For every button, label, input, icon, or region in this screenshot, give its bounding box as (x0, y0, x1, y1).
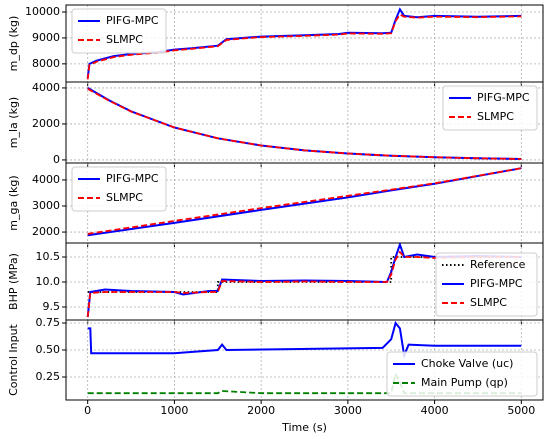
y-axis-label: m_la (kg) (7, 97, 20, 148)
legend-box (435, 252, 538, 317)
series-line (86, 250, 522, 318)
legend-label: Main Pump (qp) (421, 376, 508, 389)
series-line (86, 243, 522, 318)
y-tick-label: 9000 (32, 31, 60, 44)
y-axis-label: BHP (MPa) (7, 253, 20, 310)
legend-label: PIFG-MPC (477, 91, 530, 104)
y-tick-label: 4000 (32, 173, 60, 186)
y-axis-label: Control Input (7, 323, 20, 395)
axes-frame (65, 319, 544, 401)
series-line (86, 13, 522, 80)
y-tick-label: 4000 (32, 81, 60, 94)
y-tick-label: 8000 (32, 57, 60, 70)
legend-label: Choke Valve (uc) (421, 357, 513, 370)
series-line (87, 88, 522, 160)
y-tick-label: 0.75 (36, 316, 61, 329)
x-tick-label: 5000 (507, 404, 535, 417)
y-tick-label: 9.5 (43, 300, 61, 313)
y-axis-label: m_dp (kg) (7, 16, 20, 72)
legend-label: Reference (470, 258, 526, 271)
y-tick-label: 10.5 (36, 250, 61, 263)
x-tick-label: 0 (84, 404, 91, 417)
legend-label: SLMPC (106, 191, 143, 204)
y-tick-label: 10.0 (36, 275, 61, 288)
legend-box (386, 351, 538, 397)
series-line (87, 167, 522, 235)
legend-label: SLMPC (477, 110, 514, 123)
y-tick-label: 2000 (32, 117, 60, 130)
series-line (87, 371, 522, 395)
x-tick-label: 4000 (421, 404, 449, 417)
y-tick-label: 2000 (32, 225, 60, 238)
x-tick-label: 2000 (247, 404, 275, 417)
legend-label: PIFG-MPC (106, 14, 159, 27)
x-axis-label: Time (s) (281, 421, 327, 434)
y-tick-label: 3000 (32, 199, 60, 212)
y-axis-label: m_ga (kg) (7, 175, 20, 230)
series-line (87, 167, 522, 237)
legend-label: PIFG-MPC (470, 277, 523, 290)
y-tick-label: 0 (53, 153, 60, 166)
y-tick-label: 0.50 (36, 343, 61, 356)
legend-label: PIFG-MPC (106, 172, 159, 185)
y-tick-label: 10000 (25, 5, 60, 18)
series-line (87, 320, 522, 360)
x-tick-label: 3000 (334, 404, 362, 417)
legend-label: SLMPC (106, 33, 143, 46)
y-tick-label: 0.25 (36, 370, 61, 383)
x-tick-label: 1000 (160, 404, 188, 417)
legend-label: SLMPC (470, 296, 507, 309)
